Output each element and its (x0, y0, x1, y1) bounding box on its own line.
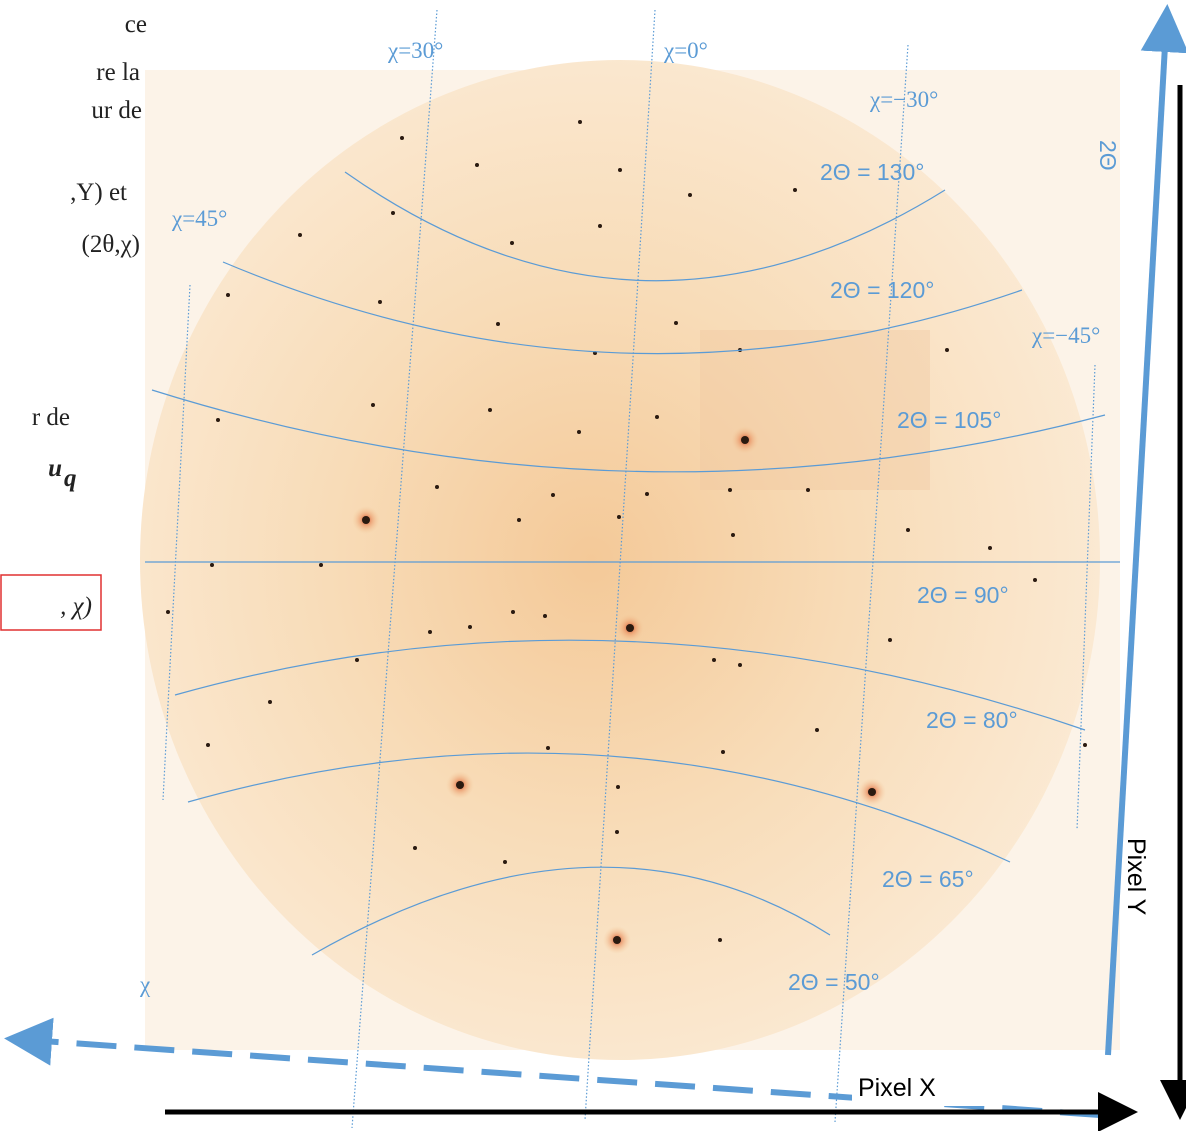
subscript: q (64, 465, 77, 492)
spot (738, 663, 742, 667)
spot (510, 241, 514, 245)
spot (674, 321, 678, 325)
two-theta-label: 2Θ = 65° (882, 866, 974, 892)
spot (206, 743, 210, 747)
spot (728, 488, 732, 492)
axis-label: Pixel X (858, 1074, 936, 1102)
spot (793, 188, 797, 192)
spot (268, 700, 272, 704)
spot (319, 563, 323, 567)
spot (355, 658, 359, 662)
spot (496, 322, 500, 326)
spot (503, 860, 507, 864)
two-theta-label: 2Θ = 120° (830, 277, 934, 303)
spot (945, 348, 949, 352)
spot (718, 938, 722, 942)
spot (731, 533, 735, 537)
text-line: re la (96, 59, 140, 86)
spot (888, 638, 892, 642)
spot (362, 516, 370, 524)
spot (598, 224, 602, 228)
spot (613, 936, 621, 944)
spot (1033, 578, 1037, 582)
spot (626, 624, 634, 632)
spot (615, 830, 619, 834)
two-theta-label: 2Θ = 105° (897, 407, 1001, 433)
spot (511, 610, 515, 614)
chi-label: χ=0° (663, 38, 708, 63)
spot (488, 408, 492, 412)
spot (721, 750, 725, 754)
spot (428, 630, 432, 634)
axis-label: Pixel Y (1122, 838, 1150, 916)
diagram: ce re la ur de ,Y) et (2θ,χ) r de u q , … (0, 0, 1186, 1131)
spot (741, 436, 749, 444)
spot (645, 492, 649, 496)
boxed-text: , χ) (60, 593, 92, 620)
spot (578, 120, 582, 124)
spot (400, 136, 404, 140)
spot (616, 785, 620, 789)
spot (517, 518, 521, 522)
spot (456, 781, 464, 789)
spot (1083, 743, 1087, 747)
spot (435, 485, 439, 489)
spot (413, 846, 417, 850)
spot (475, 163, 479, 167)
spot (655, 415, 659, 419)
side-text: ce re la ur de ,Y) et (2θ,χ) r de u q , … (32, 11, 147, 620)
spot (551, 493, 555, 497)
spot (378, 300, 382, 304)
spot (468, 625, 472, 629)
spot (688, 193, 692, 197)
two-theta-label: 2Θ = 50° (788, 969, 880, 995)
spot (618, 168, 622, 172)
spot (988, 546, 992, 550)
detector-image (140, 60, 1120, 1060)
chi-label: χ=−45° (1031, 323, 1100, 348)
text-line: ce (125, 11, 147, 38)
axis-label: 2Θ (1095, 140, 1121, 171)
chi-label: χ=30° (387, 38, 443, 63)
text-line: r de (32, 404, 70, 431)
two-theta-label: 2Θ = 130° (820, 159, 924, 185)
spot (543, 614, 547, 618)
spot (546, 746, 550, 750)
chi-label: χ=−30° (869, 87, 938, 112)
spot (216, 418, 220, 422)
chi-label: χ=45° (171, 206, 227, 231)
spot (868, 788, 876, 796)
two-theta-label: 2Θ = 80° (926, 707, 1018, 733)
spot (298, 233, 302, 237)
spot (815, 728, 819, 732)
spot (617, 515, 621, 519)
axis-label: χ (139, 972, 151, 997)
spot (906, 528, 910, 532)
spot (166, 610, 170, 614)
text-line: (2θ,χ) (82, 231, 140, 258)
spot (226, 293, 230, 297)
spot (391, 211, 395, 215)
text-line: ,Y) et (70, 179, 127, 206)
spot (712, 658, 716, 662)
spot (210, 563, 214, 567)
spot (577, 430, 581, 434)
two-theta-label: 2Θ = 90° (917, 582, 1009, 608)
text-line: ur de (91, 97, 142, 124)
text-line: u (48, 455, 62, 482)
spot (371, 403, 375, 407)
spot (806, 488, 810, 492)
